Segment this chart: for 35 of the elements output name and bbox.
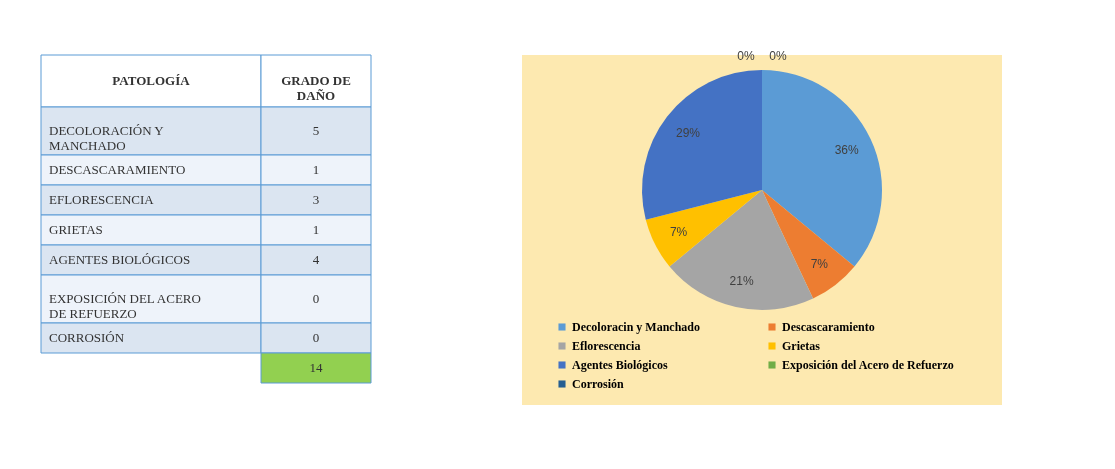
data-label: 7% bbox=[810, 256, 829, 271]
legend-label: Descascaramiento bbox=[782, 320, 875, 334]
data-label: 1 bbox=[312, 222, 320, 237]
text: PATOLOGÍA bbox=[112, 73, 191, 88]
category-label: CORROSIÓN bbox=[49, 330, 125, 345]
data-label: 5 bbox=[312, 123, 320, 138]
category-label: DESCASCARAMIENTO bbox=[49, 162, 186, 177]
legend-label: Decoloracin y Manchado bbox=[572, 320, 700, 334]
category-label: DECOLORACIÓN Y MANCHADO bbox=[49, 123, 165, 153]
data-label: 4 bbox=[312, 252, 320, 267]
pie-slice bbox=[762, 70, 882, 267]
legend-label: Eflorescencia bbox=[572, 339, 641, 353]
data-label: 0 bbox=[312, 330, 320, 345]
category-label: AGENTES BIOLÓGICOS bbox=[49, 252, 191, 267]
legend-label: Grietas bbox=[782, 339, 821, 353]
category-label: EFLORESCENCIA bbox=[49, 192, 155, 207]
text: 14 bbox=[309, 360, 323, 375]
data-label: 1 bbox=[312, 162, 320, 177]
data-label: 3 bbox=[312, 192, 320, 207]
data-label: 7% bbox=[669, 225, 688, 240]
data-label: 0 bbox=[312, 291, 320, 306]
legend-label: Agentes Biológicos bbox=[572, 358, 668, 372]
legend-label: Exposición del Acero de Refuerzo bbox=[782, 358, 954, 372]
pie-slice bbox=[645, 190, 762, 267]
pie-slice bbox=[642, 70, 762, 220]
text: GRADO DE DAÑO bbox=[281, 73, 351, 103]
data-label: 36% bbox=[834, 143, 860, 158]
category-label: EXPOSICIÓN DEL ACERO DE REFUERZO bbox=[49, 291, 201, 321]
data-label: 29% bbox=[676, 125, 701, 140]
text: 0% bbox=[769, 49, 787, 63]
category-label: GRIETAS bbox=[49, 222, 103, 237]
legend-label: Corrosión bbox=[572, 377, 625, 391]
data-label: 21% bbox=[729, 274, 754, 289]
pie-slice bbox=[762, 190, 855, 299]
text: 0% bbox=[737, 49, 755, 63]
